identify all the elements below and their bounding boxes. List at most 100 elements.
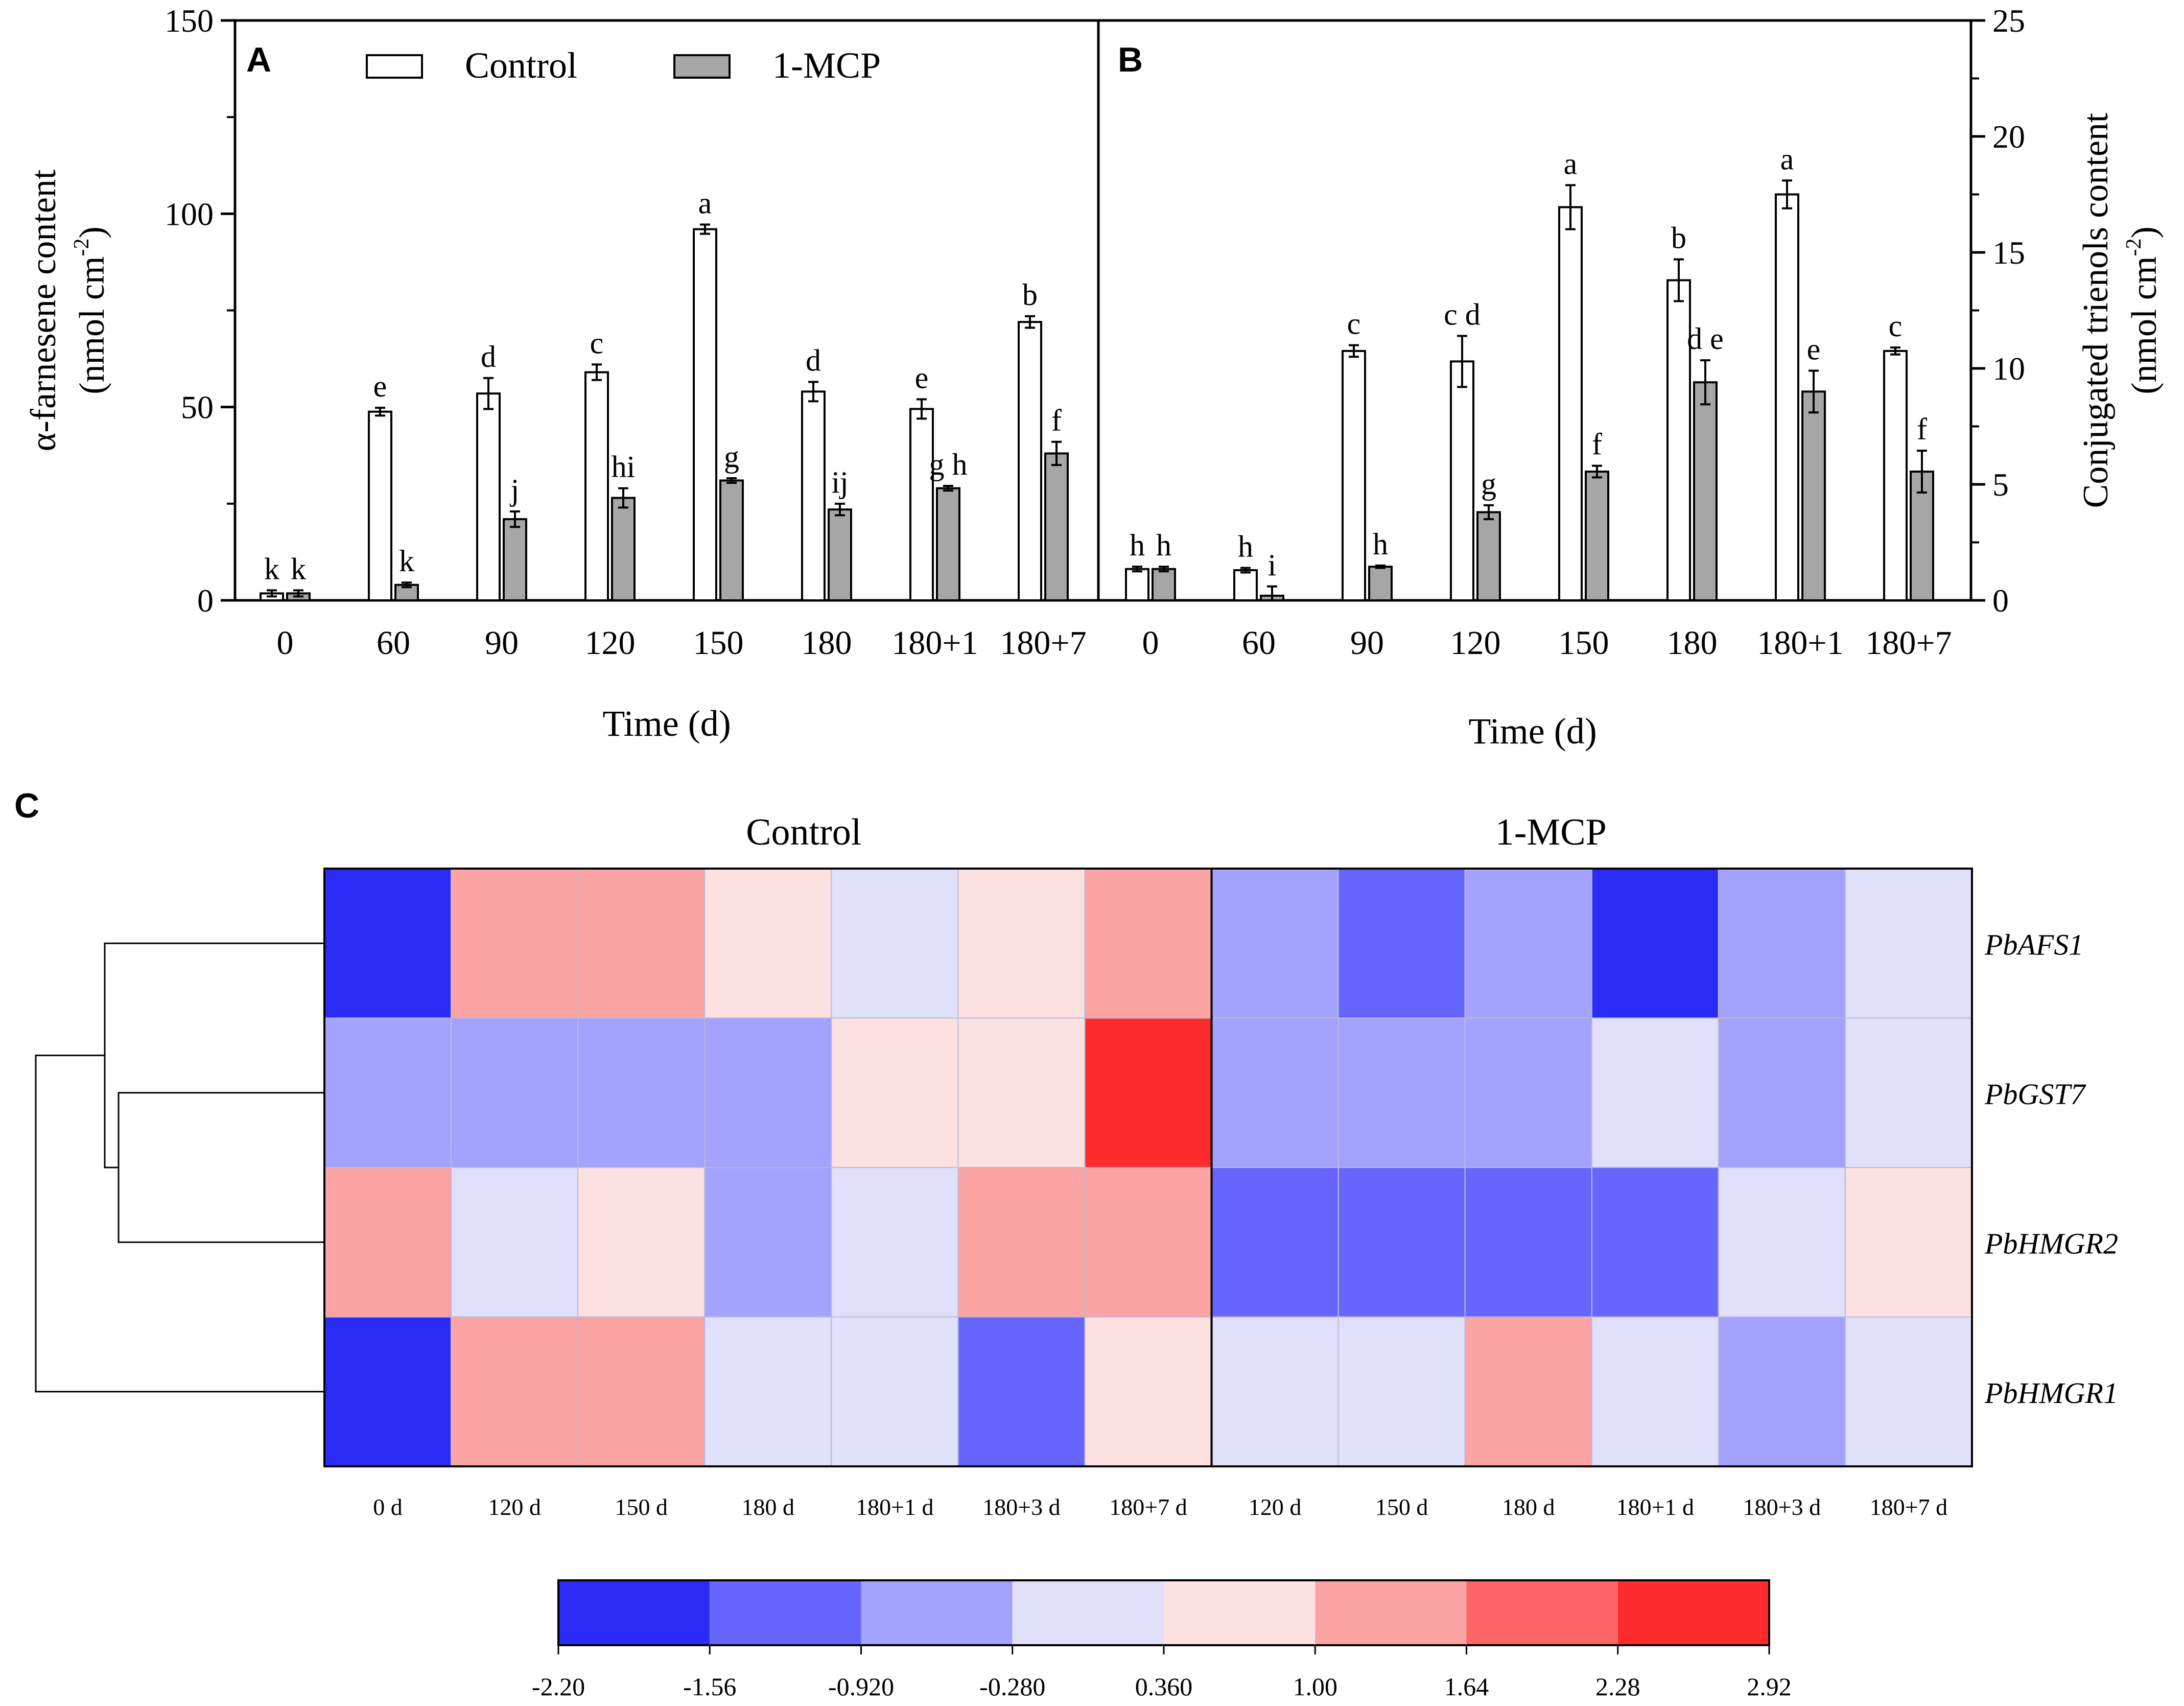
heatmap-cell — [1844, 1316, 1973, 1467]
heatmap-cell — [1591, 1167, 1719, 1318]
heatmap-cell — [704, 1017, 832, 1168]
colorbar-swatch — [558, 1580, 710, 1645]
significance-letter: f — [1592, 428, 1602, 461]
bar-1mcp — [1368, 566, 1393, 602]
bar-control — [1558, 206, 1583, 602]
column-label: 180+7 d — [1870, 1494, 1947, 1520]
bar-control — [1342, 349, 1366, 601]
dendrogram-branch — [104, 942, 324, 1169]
heatmap-cell — [324, 1316, 452, 1467]
bar-1mcp — [1585, 471, 1609, 602]
bar-control — [368, 410, 392, 601]
heatmap-cell — [1464, 1017, 1592, 1168]
significance-letter: k — [264, 552, 279, 586]
colorbar-swatch — [861, 1580, 1013, 1645]
colorbar-tick-label: -1.56 — [683, 1672, 736, 1701]
x-tick-label: 180+7 — [1000, 624, 1086, 662]
y-tick-label: 50 — [181, 389, 214, 426]
heatmap-cell — [1464, 1167, 1592, 1318]
significance-letter: c — [1889, 309, 1903, 343]
y-tick-label: 20 — [1992, 119, 2025, 155]
heatmap-cell — [1084, 1017, 1212, 1168]
row-label: PbGST7 — [1984, 1078, 2086, 1111]
heatmap-cell — [324, 1167, 452, 1318]
heatmap-cell — [957, 1167, 1086, 1318]
heatmap-cell — [1591, 868, 1719, 1019]
colorbar-tick-label: 0.360 — [1135, 1672, 1193, 1701]
significance-letter: a — [1564, 147, 1578, 180]
heatmap-cell — [1211, 868, 1339, 1019]
x-tick-label: 90 — [1350, 624, 1384, 662]
significance-letter: f — [1051, 404, 1062, 437]
heatmap-cell — [1591, 1017, 1719, 1168]
colorbar-tick-label: 2.92 — [1747, 1672, 1792, 1701]
legend-label-1mcp: 1-MCP — [772, 45, 881, 86]
heatmap-cell — [1084, 1167, 1212, 1318]
x-tick-label: 180+1 — [1757, 624, 1843, 662]
y-axis-title-unit-end: ) — [73, 226, 112, 238]
significance-letter: a — [1780, 142, 1794, 176]
x-tick-label: 180+1 — [891, 624, 978, 662]
bar-1mcp — [828, 508, 852, 602]
y-axis-title-line: α-farnesene content — [24, 169, 63, 451]
heatmap-cell — [957, 1017, 1086, 1168]
x-tick-label: 180 — [802, 624, 852, 662]
heatmap-cell — [1718, 1017, 1846, 1168]
row-label: PbAFS1 — [1984, 928, 2083, 961]
column-label: 150 d — [615, 1494, 668, 1520]
significance-letter: h — [1130, 528, 1145, 562]
row-label: PbHMGR1 — [1984, 1376, 2118, 1410]
panel-c: C Control 1-MCP PbAFS1 PbGST7 PbHMGR2 PbHMGR1 0… — [14, 786, 2118, 1701]
heatmap-cell — [1464, 868, 1592, 1019]
heatmap-cell — [831, 1017, 959, 1168]
y-axis-title-line: Conjugated trienols content — [2076, 112, 2116, 508]
bar-control — [1666, 279, 1691, 601]
column-label: 180+1 d — [1616, 1494, 1694, 1520]
column-label: 180+7 d — [1109, 1494, 1187, 1520]
colorbar-tick-label: -0.280 — [979, 1672, 1045, 1701]
heatmap-cell — [831, 1167, 959, 1318]
significance-letter: d e — [1687, 322, 1724, 356]
y-tick-label: 0 — [1992, 582, 2009, 619]
significance-letter: g h — [929, 448, 968, 481]
significance-letter: c — [590, 326, 604, 360]
x-tick-label: 150 — [693, 624, 744, 662]
significance-letter: j — [510, 473, 520, 507]
legend: Control 1-MCP — [366, 45, 881, 86]
significance-letter: h — [1238, 529, 1253, 563]
heatmap-cell — [1591, 1316, 1719, 1467]
significance-letter: k — [291, 552, 306, 586]
significance-letter: k — [399, 544, 414, 578]
legend-swatch-control — [366, 54, 423, 79]
colorbar-tick-label: 2.28 — [1595, 1672, 1640, 1701]
bar-control — [1018, 321, 1042, 601]
significance-letter: e — [1807, 333, 1821, 366]
dendrogram — [35, 942, 324, 1393]
bar-1mcp — [611, 497, 636, 601]
heatmap-cell — [1844, 1167, 1973, 1318]
heatmap-cell — [704, 1316, 832, 1467]
significance-letter: h — [1156, 528, 1171, 562]
column-label: 180+3 d — [982, 1494, 1060, 1520]
heatmap-cell — [704, 868, 832, 1019]
heatmap-cell — [957, 1316, 1086, 1467]
panel-b: B 0 5 10 15 20 25 Conjugated trienols content (n… — [1118, 3, 2164, 752]
y-axis-title-unit-end: ) — [2125, 226, 2164, 238]
bar-1mcp — [719, 479, 744, 602]
bar-1mcp — [1476, 511, 1501, 601]
heatmap-cell — [1844, 1017, 1973, 1168]
significance-letter: b — [1671, 221, 1686, 255]
significance-letter: c d — [1444, 297, 1481, 331]
colorbar-swatch — [1012, 1580, 1164, 1645]
colorbar-tick-label: 1.64 — [1444, 1672, 1489, 1701]
significance-letter: g — [724, 440, 739, 474]
dendrogram-branch — [118, 1092, 324, 1243]
panel-label: A — [246, 40, 271, 79]
y-axis-title-unit: (nmol cm — [2125, 256, 2164, 394]
column-label: 180 d — [742, 1494, 795, 1520]
legend-label-control: Control — [465, 45, 577, 86]
heatmap-frame — [323, 868, 1973, 1467]
bar-control — [1883, 349, 1908, 601]
bar-control — [909, 408, 934, 601]
